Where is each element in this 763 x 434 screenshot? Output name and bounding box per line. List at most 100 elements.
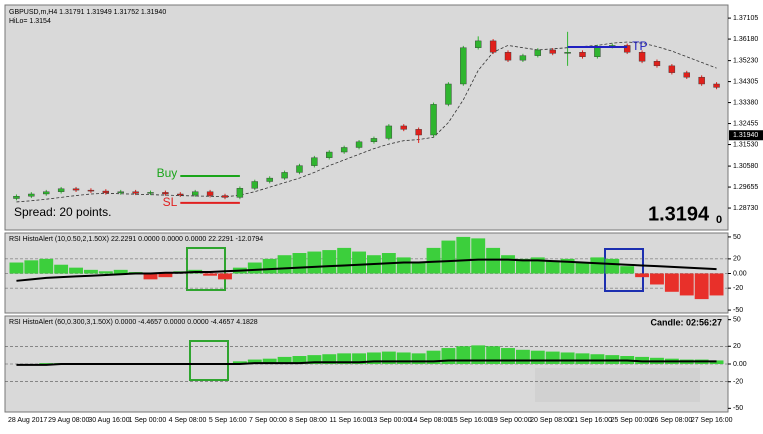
histogram-bar — [247, 359, 262, 364]
candle-body — [43, 191, 50, 195]
highlight-box — [604, 248, 644, 292]
histogram-bar — [24, 260, 39, 274]
histogram-bar — [590, 257, 605, 274]
x-tick-label: 8 Sep 08:00 — [289, 417, 327, 424]
x-tick-label: 28 Aug 2017 — [8, 417, 47, 424]
histogram-bar — [69, 267, 83, 274]
histogram-bar — [501, 348, 515, 364]
histogram-bar — [39, 363, 54, 364]
y-tick-label: 1.35230 — [733, 57, 758, 64]
histogram-bar — [560, 352, 575, 364]
candle-body — [668, 65, 676, 73]
histogram-bar — [441, 240, 456, 274]
histogram-bar — [411, 262, 426, 274]
x-tick-label: 29 Aug 08:00 — [48, 417, 89, 424]
histogram-bar — [83, 269, 98, 274]
x-tick-label: 5 Sep 16:00 — [209, 417, 247, 424]
y-tick-label: -50 — [733, 307, 743, 314]
histogram-bar — [635, 273, 650, 278]
histogram-bar — [337, 247, 352, 274]
candle-body — [489, 40, 497, 53]
y-tick-label: 20 — [733, 256, 741, 263]
level-label: Buy — [157, 166, 178, 180]
histogram-bar — [501, 255, 515, 274]
candle-body — [683, 72, 690, 78]
level-label: SL — [163, 195, 178, 209]
main-panel — [4, 4, 729, 231]
signal-line — [16, 258, 717, 282]
x-tick-label: 30 Aug 16:00 — [88, 417, 129, 424]
blurred-area — [535, 368, 700, 402]
x-tick-label: 19 Sep 00:00 — [490, 417, 532, 424]
candle-body — [370, 138, 378, 143]
candle-body — [579, 52, 586, 57]
histogram-bar — [471, 345, 486, 364]
candle-body — [549, 49, 556, 54]
candle-body — [623, 45, 631, 53]
current-price-label: 1.31940 — [733, 132, 758, 139]
histogram-bar — [292, 356, 307, 364]
candle-body — [564, 52, 571, 54]
y-tick-label: 1.36180 — [733, 36, 758, 43]
candle-body — [504, 52, 512, 61]
histogram-bar — [530, 350, 545, 364]
histogram-bar — [158, 273, 173, 278]
candle-body — [206, 191, 214, 196]
y-tick-label: 20 — [733, 343, 741, 350]
x-tick-label: 15 Sep 16:00 — [450, 417, 492, 424]
histogram-bar — [396, 352, 411, 364]
candle-body — [653, 61, 661, 67]
rsi-header: RSI HistoAlert (10,0.50,2,1.50X) 22.2291… — [9, 236, 263, 243]
candle-body — [594, 46, 601, 57]
histogram-bar — [247, 262, 262, 274]
candle-body — [460, 47, 467, 85]
x-tick-label: 7 Sep 00:00 — [249, 417, 287, 424]
histogram-bar — [352, 251, 366, 274]
histogram-bar — [54, 264, 69, 274]
x-tick-label: 25 Sep 00:00 — [611, 417, 653, 424]
histogram-bar — [709, 360, 724, 364]
histogram-bar — [98, 271, 113, 274]
y-tick-label: 1.30580 — [733, 163, 758, 170]
histogram-bar — [203, 273, 218, 276]
histogram-bar — [367, 352, 381, 364]
big-price-digit: 0 — [716, 214, 722, 226]
candle-body — [385, 125, 393, 139]
y-tick-label: 1.34305 — [733, 78, 758, 85]
y-tick-label: 1.33380 — [733, 99, 758, 106]
histogram-bar — [486, 247, 501, 274]
candle-body — [266, 177, 273, 182]
x-tick-label: 11 Sep 16:00 — [329, 417, 370, 424]
x-tick-label: 20 Sep 08:00 — [530, 417, 572, 424]
candle-body — [519, 55, 527, 61]
candle-body — [132, 191, 139, 194]
highlight-box — [186, 247, 226, 291]
y-tick-label: 50 — [733, 234, 741, 241]
x-tick-label: 1 Sep 00:00 — [129, 417, 167, 424]
histogram-bar — [352, 353, 366, 364]
candle-body — [72, 188, 80, 191]
y-tick-label: 1.28730 — [733, 205, 758, 212]
candle-body — [311, 157, 318, 166]
histogram-bar — [575, 353, 590, 364]
histogram-bar — [545, 351, 560, 364]
y-tick-label: 50 — [733, 317, 741, 324]
histogram-bar — [411, 353, 426, 364]
histogram-bar — [232, 361, 247, 364]
histogram-bar — [322, 354, 337, 364]
candle-body — [162, 192, 169, 195]
candle-body — [87, 189, 95, 192]
symbol-header: GBPUSD,m,H4 1.31791 1.31949 1.31752 1.31… — [9, 9, 166, 16]
candle-body — [117, 191, 124, 194]
y-tick-label: 1.31530 — [733, 141, 758, 148]
candle-body — [251, 181, 258, 189]
histogram-bar — [9, 262, 24, 274]
candle-body — [698, 76, 705, 85]
candle-body — [534, 49, 542, 56]
histogram-bar — [307, 355, 322, 364]
candle-body — [281, 172, 288, 179]
histogram-bar — [307, 251, 322, 274]
histogram-bar — [679, 273, 694, 296]
histogram-bar — [471, 238, 486, 274]
